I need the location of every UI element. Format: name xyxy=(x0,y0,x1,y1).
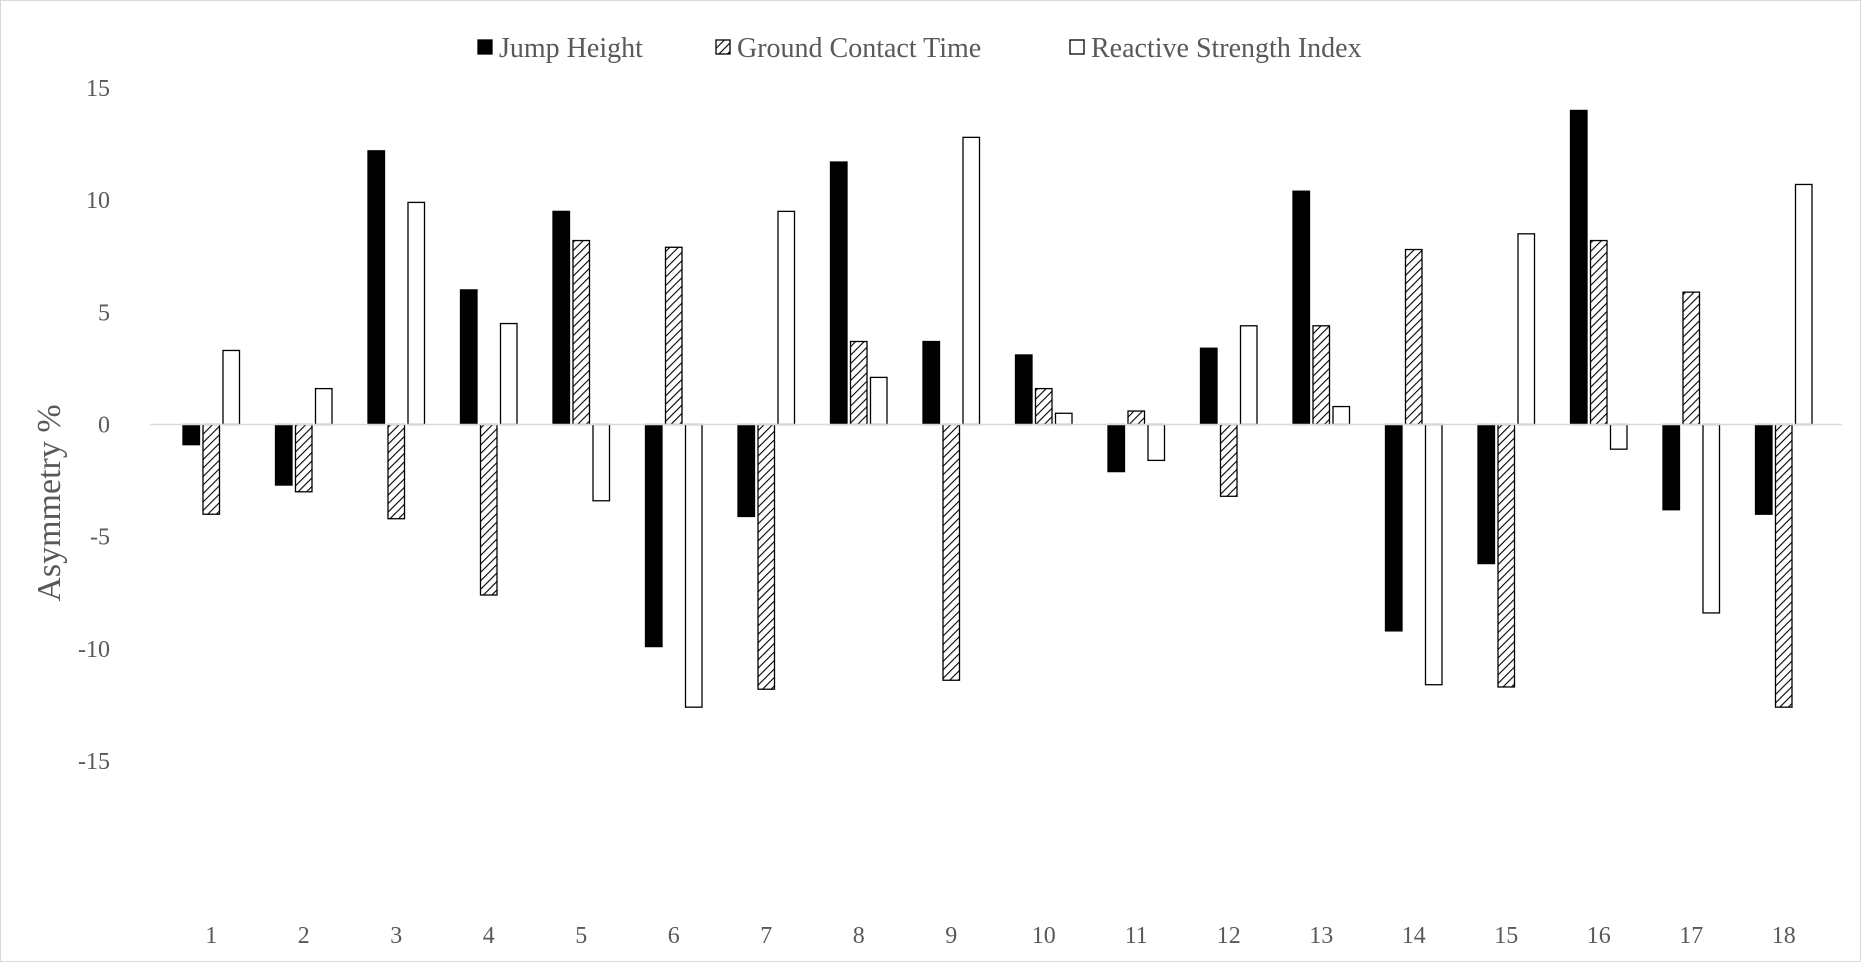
x-tick-label: 12 xyxy=(1217,923,1241,949)
bar-reactive-strength-index-15 xyxy=(1517,233,1536,426)
bar-jump-height-6 xyxy=(644,423,663,648)
x-tick-label: 4 xyxy=(483,923,495,949)
bar-reactive-strength-index-8 xyxy=(869,376,888,426)
y-axis-title: Asymmetry % xyxy=(31,404,68,601)
y-tick-label: -15 xyxy=(78,749,110,775)
bar-jump-height-9 xyxy=(922,340,941,426)
x-tick-label: 18 xyxy=(1772,923,1796,949)
bar-ground-contact-time-13 xyxy=(1312,325,1331,426)
bar-reactive-strength-index-14 xyxy=(1424,423,1443,686)
bar-jump-height-12 xyxy=(1199,347,1218,426)
bar-ground-contact-time-8 xyxy=(849,340,868,426)
y-axis-ticks: 15 10 5 0 -5 -10 -15 xyxy=(78,76,110,775)
bar-jump-height-4 xyxy=(459,289,478,426)
x-tick-label: 3 xyxy=(390,923,402,949)
bar-ground-contact-time-15 xyxy=(1497,423,1516,688)
y-tick-label: 5 xyxy=(98,300,110,326)
bar-ground-contact-time-17 xyxy=(1682,291,1701,426)
bar-jump-height-15 xyxy=(1477,423,1496,565)
bars xyxy=(182,109,1813,708)
bar-reactive-strength-index-6 xyxy=(684,423,703,708)
bar-ground-contact-time-4 xyxy=(479,423,498,596)
x-tick-label: 14 xyxy=(1402,923,1426,949)
bar-reactive-strength-index-11 xyxy=(1147,423,1166,462)
bar-reactive-strength-index-18 xyxy=(1794,183,1813,426)
bar-ground-contact-time-14 xyxy=(1404,248,1423,426)
bar-reactive-strength-index-1 xyxy=(222,349,241,426)
bar-jump-height-18 xyxy=(1754,423,1773,515)
bar-jump-height-1 xyxy=(182,423,201,446)
bar-jump-height-5 xyxy=(552,210,571,426)
series-reactive-strength-index xyxy=(222,136,1813,708)
x-tick-label: 13 xyxy=(1309,923,1333,949)
bar-reactive-strength-index-10 xyxy=(1054,412,1073,426)
bar-ground-contact-time-10 xyxy=(1034,387,1053,426)
bar-reactive-strength-index-2 xyxy=(314,387,333,426)
legend-label: Ground Contact Time xyxy=(737,33,981,64)
bar-ground-contact-time-16 xyxy=(1589,239,1608,426)
x-tick-label: 2 xyxy=(298,923,310,949)
legend-item-reactive-strength-index: Reactive Strength Index xyxy=(1069,33,1362,64)
legend-swatch xyxy=(1069,39,1085,55)
x-tick-label: 6 xyxy=(668,923,680,949)
legend-item-ground-contact-time: Ground Contact Time xyxy=(715,33,981,64)
x-tick-label: 17 xyxy=(1679,923,1703,949)
bar-reactive-strength-index-4 xyxy=(499,322,518,426)
bar-ground-contact-time-18 xyxy=(1774,423,1793,708)
legend: Jump Height Ground Contact Time Reactive S… xyxy=(477,33,1362,64)
bar-ground-contact-time-3 xyxy=(387,423,406,520)
y-tick-label: 10 xyxy=(86,188,110,214)
bar-ground-contact-time-11 xyxy=(1127,410,1146,426)
bar-reactive-strength-index-5 xyxy=(592,423,611,502)
bar-jump-height-2 xyxy=(274,423,293,486)
bar-jump-height-7 xyxy=(737,423,756,518)
bar-jump-height-13 xyxy=(1292,190,1311,426)
bar-jump-height-8 xyxy=(829,161,848,426)
x-tick-label: 5 xyxy=(575,923,587,949)
y-tick-label: -10 xyxy=(78,637,110,663)
bar-jump-height-14 xyxy=(1384,423,1403,632)
x-axis-ticks: 1 2 3 4 5 6 7 8 9 10 11 12 13 14 15 16 17 18 xyxy=(205,923,1796,949)
bar-ground-contact-time-9 xyxy=(942,423,961,681)
x-tick-label: 16 xyxy=(1587,923,1611,949)
x-tick-label: 9 xyxy=(945,923,957,949)
bar-ground-contact-time-1 xyxy=(202,423,221,515)
legend-swatch xyxy=(715,39,731,55)
bar-ground-contact-time-12 xyxy=(1219,423,1238,497)
bar-ground-contact-time-5 xyxy=(572,239,591,426)
bar-jump-height-11 xyxy=(1107,423,1126,473)
bar-reactive-strength-index-7 xyxy=(777,210,796,426)
x-tick-label: 1 xyxy=(205,923,217,949)
y-tick-label: -5 xyxy=(90,525,110,551)
legend-item-jump-height: Jump Height xyxy=(477,33,643,64)
bar-ground-contact-time-2 xyxy=(294,423,313,493)
legend-swatch xyxy=(477,39,493,55)
legend-label: Reactive Strength Index xyxy=(1091,33,1362,64)
bar-ground-contact-time-7 xyxy=(757,423,776,690)
bar-jump-height-16 xyxy=(1569,109,1588,426)
x-tick-label: 7 xyxy=(760,923,772,949)
x-tick-label: 10 xyxy=(1032,923,1056,949)
y-tick-label: 0 xyxy=(98,413,110,439)
legend-label: Jump Height xyxy=(499,33,643,64)
bar-reactive-strength-index-9 xyxy=(962,136,981,426)
bar-reactive-strength-index-13 xyxy=(1332,405,1351,426)
bar-ground-contact-time-6 xyxy=(664,246,683,426)
bar-jump-height-17 xyxy=(1662,423,1681,511)
bar-reactive-strength-index-12 xyxy=(1239,325,1258,426)
bar-jump-height-3 xyxy=(367,150,386,426)
bar-reactive-strength-index-16 xyxy=(1609,423,1628,450)
x-tick-label: 11 xyxy=(1125,923,1148,949)
bar-reactive-strength-index-17 xyxy=(1702,423,1721,614)
x-tick-label: 15 xyxy=(1494,923,1518,949)
y-tick-label: 15 xyxy=(86,76,110,102)
bar-jump-height-10 xyxy=(1014,354,1033,426)
bar-reactive-strength-index-3 xyxy=(407,201,426,426)
x-tick-label: 8 xyxy=(853,923,865,949)
